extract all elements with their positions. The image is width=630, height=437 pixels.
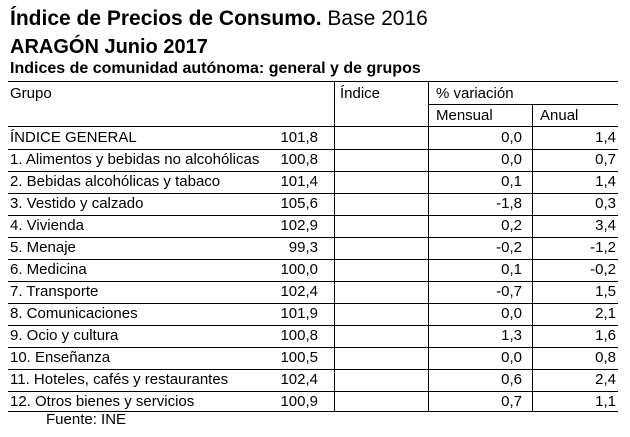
index-cell: 105,6 [280, 195, 318, 212]
annual-change-cell: 1,5 [595, 283, 616, 300]
column-header-mensual: Mensual [436, 107, 493, 124]
annual-change-cell: -1,2 [590, 239, 616, 256]
page-title-base: Base 2016 [321, 7, 428, 30]
column-divider-indice [334, 81, 335, 411]
annual-change-cell: 0,7 [595, 151, 616, 168]
monthly-change-cell: 0,1 [501, 173, 522, 190]
row-separator [8, 369, 618, 370]
region-period-title: ARAGÓN Junio 2017 [10, 36, 208, 58]
index-cell: 101,4 [280, 173, 318, 190]
index-cell: 100,0 [280, 261, 318, 278]
column-header-indice: Índice [340, 85, 381, 102]
monthly-change-cell: 0,6 [501, 371, 522, 388]
table-row: 9. Ocio y cultura 100,8 1,3 1,6 [8, 325, 618, 347]
annual-change-cell: 1,1 [595, 393, 616, 410]
index-cell: 101,8 [280, 129, 318, 146]
table-row: 1. Alimentos y bebidas no alcohólicas 100… [8, 149, 618, 171]
table-row: 3. Vestido y calzado 105,6 -1,8 0,3 [8, 193, 618, 215]
annual-change-cell: 1,6 [595, 327, 616, 344]
row-separator [8, 215, 618, 216]
annual-change-cell: 3,4 [595, 217, 616, 234]
row-separator [8, 259, 618, 260]
index-cell: 102,4 [280, 371, 318, 388]
group-name-cell: 2. Bebidas alcohólicas y tabaco [10, 173, 221, 190]
table-row: 2. Bebidas alcohólicas y tabaco 101,4 0,1 1… [8, 171, 618, 193]
group-name-cell: 3. Vestido y calzado [10, 195, 144, 212]
row-separator [8, 347, 618, 348]
table-row: 5. Menaje 99,3 -0,2 -1,2 [8, 237, 618, 259]
monthly-change-cell: 0,0 [501, 151, 522, 168]
page-title-main: Índice de Precios de Consumo. [10, 7, 322, 30]
row-separator [8, 171, 618, 172]
column-header-grupo: Grupo [10, 85, 52, 102]
table-row: 11. Hoteles, cafés y restaurantes 102,4 0,… [8, 369, 618, 391]
annual-change-cell: 2,4 [595, 371, 616, 388]
table-row: 4. Vivienda 102,9 0,2 3,4 [8, 215, 618, 237]
table-row: 10. Enseñanza 100,5 0,0 0,8 [8, 347, 618, 369]
variacion-underline [428, 104, 618, 105]
monthly-change-cell: 1,3 [501, 327, 522, 344]
index-cell: 100,9 [280, 393, 318, 410]
table-row: 12. Otros bienes y servicios 100,9 0,7 1,1 [8, 391, 618, 413]
monthly-change-cell: 0,0 [501, 129, 522, 146]
group-name-cell: 1. Alimentos y bebidas no alcohólicas [10, 151, 260, 168]
column-header-anual: Anual [540, 107, 579, 124]
source-note: Fuente: INE [46, 411, 127, 428]
row-separator [8, 391, 618, 392]
monthly-change-cell: 0,7 [501, 393, 522, 410]
monthly-change-cell: 0,2 [501, 217, 522, 234]
monthly-change-cell: 0,0 [501, 305, 522, 322]
monthly-change-cell: -0,7 [496, 283, 522, 300]
group-name-cell: 11. Hoteles, cafés y restaurantes [10, 371, 229, 388]
row-separator [8, 149, 618, 150]
table-bottom-rule [8, 411, 618, 412]
row-separator [8, 325, 618, 326]
page-title: Índice de Precios de Consumo. Base 2016 [10, 7, 428, 31]
group-name-cell: 6. Medicina [10, 261, 87, 278]
monthly-change-cell: 0,0 [501, 349, 522, 366]
column-header-variacion: % variación [436, 85, 514, 102]
annual-change-cell: 0,8 [595, 349, 616, 366]
index-cell: 100,8 [280, 327, 318, 344]
table-title: Indices de comunidad autónoma: general y… [10, 60, 421, 77]
header-bottom-rule [8, 126, 618, 127]
group-name-cell: 4. Vivienda [10, 217, 84, 234]
column-divider-mensual [428, 81, 429, 411]
index-cell: 100,5 [280, 349, 318, 366]
monthly-change-cell: -1,8 [496, 195, 522, 212]
table-row: 6. Medicina 100,0 0,1 -0,2 [8, 259, 618, 281]
row-separator [8, 281, 618, 282]
group-name-cell: 10. Enseñanza [10, 349, 111, 366]
group-name-cell: 8. Comunicaciones [10, 305, 138, 322]
annual-change-cell: 0,3 [595, 195, 616, 212]
table-row: 7. Transporte 102,4 -0,7 1,5 [8, 281, 618, 303]
annual-change-cell: 2,1 [595, 305, 616, 322]
monthly-change-cell: 0,1 [501, 261, 522, 278]
group-name-cell: 12. Otros bienes y servicios [10, 393, 195, 410]
index-cell: 101,9 [280, 305, 318, 322]
index-cell: 102,4 [280, 283, 318, 300]
monthly-change-cell: -0,2 [496, 239, 522, 256]
index-cell: 99,3 [288, 239, 318, 256]
annual-change-cell: 1,4 [595, 173, 616, 190]
row-separator [8, 237, 618, 238]
group-name-cell: ÍNDICE GENERAL [10, 129, 137, 146]
row-separator [8, 303, 618, 304]
group-name-cell: 5. Menaje [10, 239, 76, 256]
index-cell: 102,9 [280, 217, 318, 234]
table-row: 8. Comunicaciones 101,9 0,0 2,1 [8, 303, 618, 325]
annual-change-cell: -0,2 [590, 261, 616, 278]
table-row-general: ÍNDICE GENERAL 101,8 0,0 1,4 [8, 127, 618, 149]
row-separator [8, 193, 618, 194]
annual-change-cell: 1,4 [595, 129, 616, 146]
column-divider-anual [532, 104, 533, 411]
table-top-rule [8, 81, 618, 82]
index-cell: 100,8 [280, 151, 318, 168]
group-name-cell: 7. Transporte [10, 283, 99, 300]
group-name-cell: 9. Ocio y cultura [10, 327, 119, 344]
